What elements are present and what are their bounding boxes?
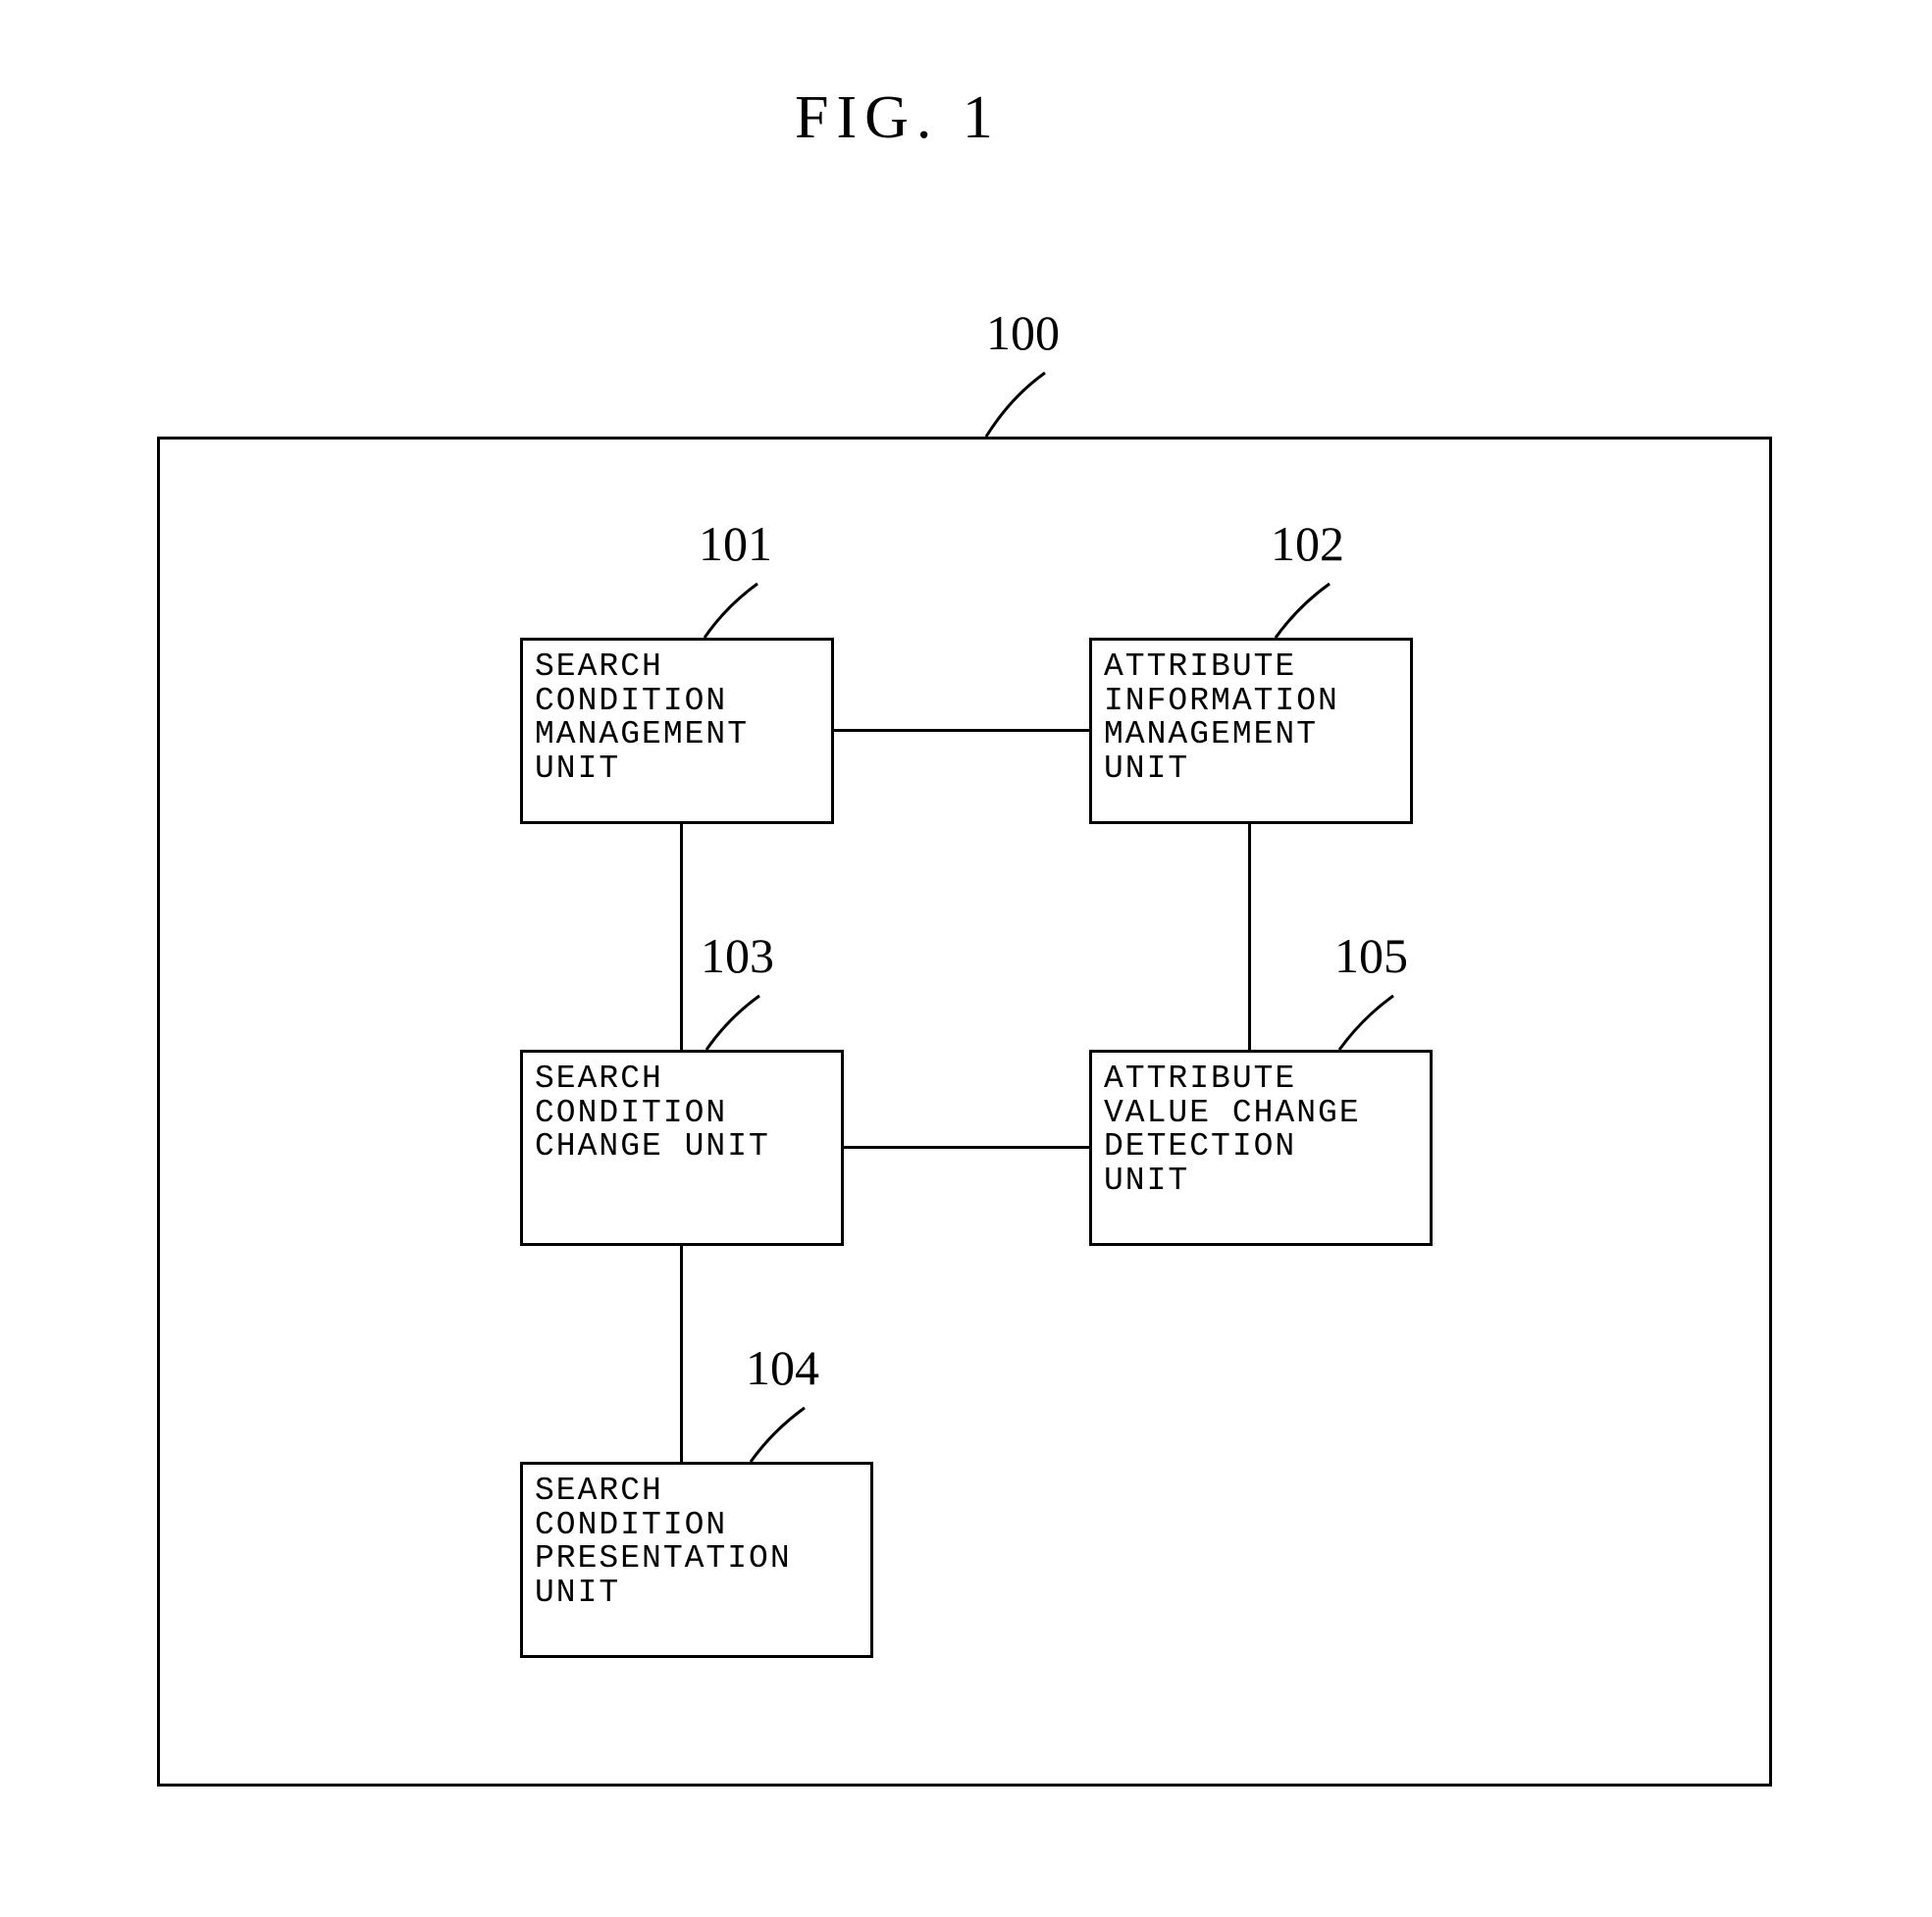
- edge-101-103: [680, 824, 683, 1050]
- ref-label-104: 104: [746, 1339, 819, 1396]
- node-attribute-information-management: ATTRIBUTE INFORMATION MANAGEMENT UNIT: [1089, 638, 1413, 824]
- node-text: SEARCH CONDITION CHANGE UNIT: [535, 1062, 770, 1165]
- node-search-condition-management: SEARCH CONDITION MANAGEMENT UNIT: [520, 638, 834, 824]
- edge-102-105: [1248, 824, 1251, 1050]
- node-text: ATTRIBUTE VALUE CHANGE DETECTION UNIT: [1104, 1062, 1361, 1199]
- edge-103-105: [844, 1146, 1089, 1149]
- node-search-condition-presentation: SEARCH CONDITION PRESENTATION UNIT: [520, 1462, 873, 1658]
- edge-103-104: [680, 1246, 683, 1462]
- ref-label-105: 105: [1334, 927, 1408, 984]
- node-text: SEARCH CONDITION PRESENTATION UNIT: [535, 1475, 792, 1611]
- node-text: ATTRIBUTE INFORMATION MANAGEMENT UNIT: [1104, 650, 1339, 787]
- figure-canvas: FIG. 1 100 SEARCH CONDITION MANAGEMENT U…: [0, 0, 1932, 1917]
- node-search-condition-change: SEARCH CONDITION CHANGE UNIT: [520, 1050, 844, 1246]
- system-container-box: [157, 437, 1772, 1787]
- ref-label-102: 102: [1271, 515, 1344, 572]
- node-attribute-value-change-detection: ATTRIBUTE VALUE CHANGE DETECTION UNIT: [1089, 1050, 1433, 1246]
- edge-101-102: [834, 729, 1089, 732]
- node-text: SEARCH CONDITION MANAGEMENT UNIT: [535, 650, 749, 787]
- ref-label-103: 103: [701, 927, 774, 984]
- leader-100: [982, 369, 1049, 440]
- ref-label-100: 100: [986, 304, 1060, 361]
- figure-title: FIG. 1: [795, 83, 1001, 153]
- ref-label-101: 101: [699, 515, 772, 572]
